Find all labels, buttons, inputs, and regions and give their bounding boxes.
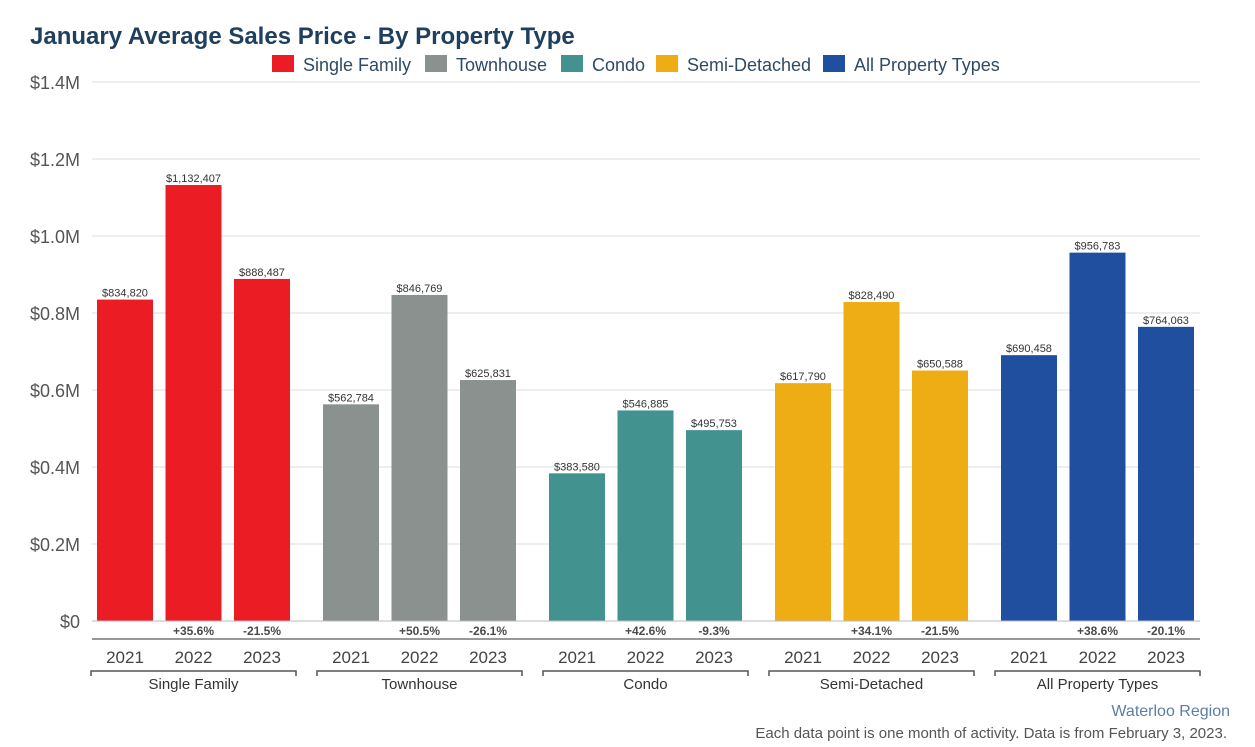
bar-value-label: $764,063 [1143,315,1189,327]
y-tick-label: $1.4M [30,73,80,93]
bar [686,430,742,621]
bar [460,380,516,621]
percent-change-label: +50.5% [399,624,440,638]
legend-swatch [823,55,845,72]
y-tick-label: $0.8M [30,304,80,324]
bars: $834,820 $1,132,407 +35.6% $888,487 -21.5% $5… [97,173,1194,638]
percent-change-label: +42.6% [625,624,666,638]
x-tick-label: 2022 [1079,648,1117,667]
y-tick-label: $0.6M [30,381,80,401]
bar-value-label: $690,458 [1006,343,1052,355]
bar-value-label: $828,490 [849,290,895,302]
bar [391,294,448,621]
percent-change-label: -21.5% [243,624,281,638]
percent-change-label: -26.1% [469,624,507,638]
y-tick-label: $1.0M [30,227,80,247]
x-tick-label: 2023 [243,648,281,667]
bar [843,302,900,621]
x-tick-label: 2022 [175,648,213,667]
legend-label: Townhouse [456,55,547,75]
bar-value-label: $562,784 [328,392,374,404]
legend-swatch [656,55,678,72]
percent-change-label: -9.3% [698,624,730,638]
y-tick-label: $0.4M [30,458,80,478]
x-tick-label: 2023 [1147,648,1185,667]
bar-value-label: $495,753 [691,418,737,430]
percent-change-label: -20.1% [1147,624,1185,638]
chart-title: January Average Sales Price - By Propert… [30,23,575,50]
group-label: Semi-Detached [820,676,923,693]
group-bracket [90,670,297,676]
source-label: Waterloo Region [1111,703,1230,720]
y-tick-label: $1.2M [30,150,80,170]
percent-change-label: +34.1% [851,624,892,638]
bar-value-label: $956,783 [1075,241,1121,253]
x-tick-label: 2021 [1010,648,1048,667]
x-tick-label: 2023 [921,648,959,667]
bar [1001,355,1057,621]
x-tick-label: 2023 [469,648,507,667]
group-label: All Property Types [1037,676,1158,693]
bar-value-label: $650,588 [917,359,963,371]
legend-label: Single Family [303,55,411,75]
bar [1069,252,1126,621]
y-axis: $0 $0.2M $0.4M $0.6M $0.8M $1.0M $1.2M $1.4M [30,73,80,632]
legend-label: Condo [592,55,645,75]
bar-value-label: $846,769 [397,283,443,295]
legend-label: All Property Types [854,55,1000,75]
group-bracket [768,670,975,676]
x-tick-label: 2021 [332,648,370,667]
group-label: Single Family [148,676,239,693]
bar-value-label: $546,885 [623,398,669,410]
legend-swatch [425,55,447,72]
bar [912,370,968,621]
data-note: Each data point is one month of activity… [755,725,1227,742]
x-tick-label: 2023 [695,648,733,667]
legend-label: Semi-Detached [687,55,811,75]
bar [234,278,290,621]
bar [97,299,153,621]
bar-value-label: $617,790 [780,371,826,383]
group-bracket [994,670,1201,676]
bar [617,410,674,621]
x-tick-label: 2022 [627,648,665,667]
bar-value-label: $1,132,407 [166,173,221,185]
x-tick-label: 2022 [853,648,891,667]
legend-swatch [561,55,583,72]
bar-value-label: $888,487 [239,267,285,279]
bar [323,404,379,621]
bar-value-label: $834,820 [102,288,148,300]
x-tick-label: 2022 [401,648,439,667]
percent-change-label: +38.6% [1077,624,1118,638]
group-label: Condo [623,676,667,693]
y-tick-label: $0.2M [30,535,80,555]
group-bracket [316,670,523,676]
y-tick-label: $0 [60,612,80,632]
x-tick-label: 2021 [106,648,144,667]
bar [1138,326,1194,621]
bar [549,473,605,621]
x-tick-label: 2021 [784,648,822,667]
legend-swatch [272,55,294,72]
group-label: Townhouse [382,676,458,693]
legend: Single Family Townhouse Condo Semi-Detached… [272,55,1000,75]
group-bracket [542,670,749,676]
bar-value-label: $625,831 [465,368,511,380]
percent-change-label: +35.6% [173,624,214,638]
bar-value-label: $383,580 [554,461,600,473]
percent-change-label: -21.5% [921,624,959,638]
bar [165,185,222,621]
x-tick-label: 2021 [558,648,596,667]
bar [775,383,831,621]
